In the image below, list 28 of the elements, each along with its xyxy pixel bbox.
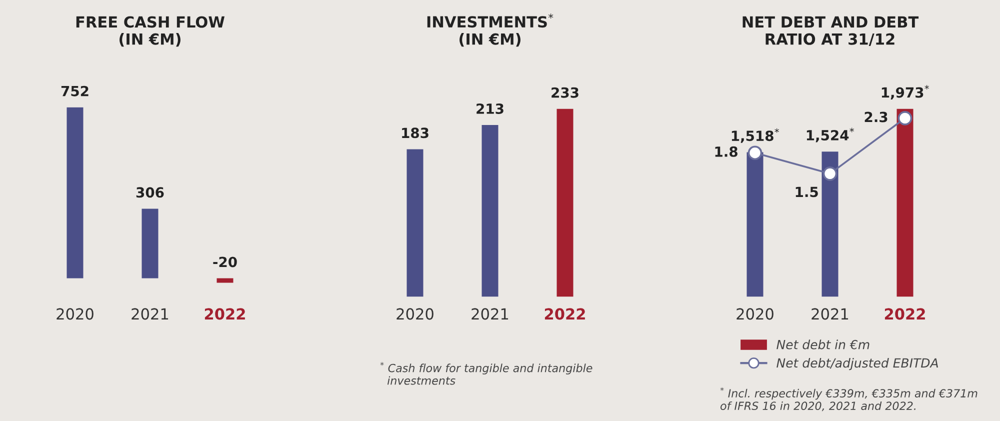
- x-tick-label: 2022: [204, 308, 245, 320]
- x-tick-label: 2022: [544, 308, 585, 320]
- data-label: 306: [136, 187, 164, 198]
- chart-title: INVESTMENTS$^{*}$ (IN €M): [427, 14, 554, 47]
- data-label: 1,973$^{*}$: [882, 85, 929, 100]
- x-tick-label: 2020: [56, 308, 94, 320]
- x-tick-label: 2021: [472, 308, 508, 320]
- data-label: 183: [402, 128, 428, 138]
- x-tick-label: 2022: [884, 308, 925, 320]
- data-label: 233: [552, 87, 578, 98]
- legend-label: Net debt/adjusted EBITDA: [776, 358, 938, 370]
- data-label: -20: [213, 256, 237, 268]
- x-tick-label: 2020: [736, 308, 774, 320]
- data-label: 1,518$^{*}$: [732, 128, 779, 143]
- legend-label: Net debt in €m: [776, 340, 870, 350]
- data-label: 1.8: [715, 146, 738, 157]
- data-label: 2.3: [864, 112, 888, 122]
- text: $^{*}$ Incl. respectively €339m, €335m and €371m of IFRS 16 in 2020, 2021 and 2022.: [720, 387, 978, 412]
- data-label: 1.5: [796, 186, 818, 198]
- text: $^{*}$ Cash flow for tangible and intangible investments: [380, 362, 592, 385]
- chart-title: FREE CASH FLOW (IN €M): [76, 16, 225, 47]
- x-tick-label: 2020: [396, 308, 434, 320]
- x-tick-label: 2021: [132, 308, 168, 320]
- data-label: 1,524$^{*}$: [806, 128, 854, 142]
- x-tick-label: 2021: [812, 308, 848, 320]
- chart-title: NET DEBT AND DEBT RATIO AT 31/12: [742, 16, 919, 46]
- data-label: 213: [476, 103, 504, 114]
- data-label: 752: [61, 86, 88, 96]
